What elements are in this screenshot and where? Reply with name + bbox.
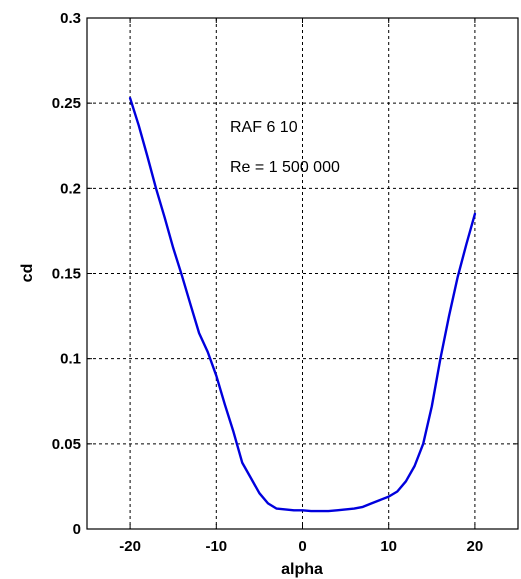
axis-ticks <box>87 17 518 530</box>
y-axis-label: cd <box>19 264 36 283</box>
series-layer <box>128 96 477 513</box>
x-tick-labels: -20 -10 0 10 20 <box>119 538 483 555</box>
x-axis-label: alpha <box>281 561 323 578</box>
y-tick-labels: 0 0.05 0.1 0.15 0.2 0.25 0.3 <box>52 10 81 538</box>
x-tick-label: 10 <box>380 538 397 555</box>
x-tick-label: 0 <box>298 538 306 555</box>
annotation-reynolds: Re = 1 500 000 <box>230 159 340 176</box>
grid-lines <box>87 17 518 530</box>
x-tick-label: -10 <box>205 538 227 555</box>
x-tick-label: -20 <box>119 538 141 555</box>
y-tick-label: 0.05 <box>52 436 81 453</box>
y-tick-label: 0 <box>73 521 81 538</box>
y-tick-label: 0.15 <box>52 266 81 283</box>
y-tick-label: 0.1 <box>60 351 81 368</box>
y-tick-label: 0.3 <box>60 10 81 27</box>
x-tick-label: 20 <box>467 538 484 555</box>
y-tick-label: 0.2 <box>60 180 81 197</box>
annotation-airfoil: RAF 6 10 <box>230 119 298 136</box>
cd-curve <box>128 96 477 513</box>
y-tick-label: 0.25 <box>52 95 81 112</box>
